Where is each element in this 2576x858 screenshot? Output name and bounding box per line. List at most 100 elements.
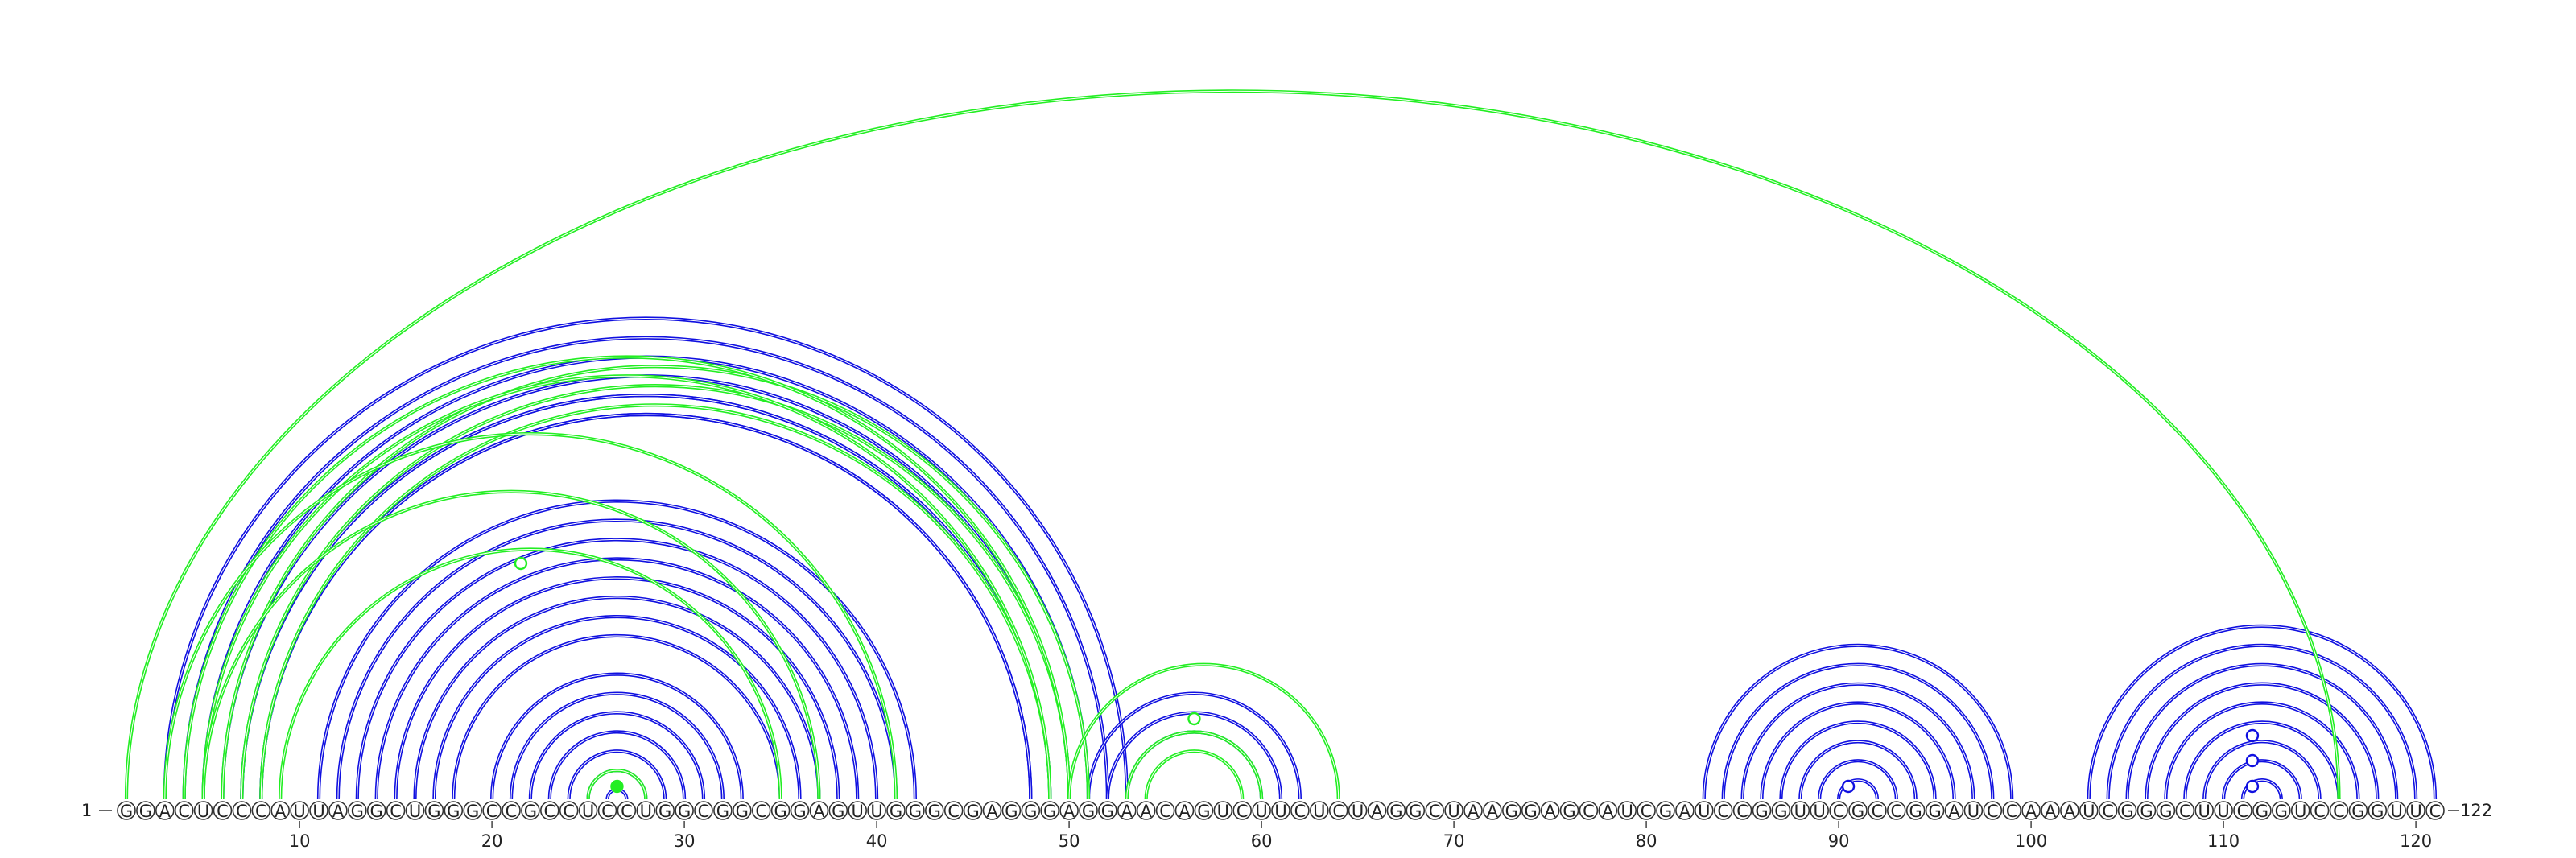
nucleotide-45: G	[963, 801, 983, 821]
nucleotide-113: G	[2272, 801, 2291, 821]
nucleotide-circle	[1213, 801, 1233, 820]
pair-arc-109-115	[2202, 740, 2322, 800]
nucleotide-81: G	[1656, 801, 1675, 821]
loop-marker-1	[1841, 779, 1856, 794]
nucleotide-4: C	[174, 801, 194, 821]
pair-arc-core	[1742, 683, 1974, 800]
nucleotide-15: C	[386, 801, 406, 821]
nucleotide-circle	[463, 801, 483, 820]
nucleotide-56: A	[1174, 801, 1195, 821]
nucleotide-circle	[963, 801, 983, 820]
nucleotide-97: U	[1963, 801, 1984, 821]
pair-arc-core	[337, 520, 897, 800]
pair-arc-1-116	[124, 89, 2341, 800]
pair-arc-core	[376, 558, 858, 800]
nucleotide-letter: C	[2006, 802, 2018, 821]
nucleotide-letter: U	[1255, 802, 1267, 821]
green-helix-12	[586, 769, 648, 800]
pair-arc-core	[588, 769, 646, 800]
nucleotide-letter: C	[2333, 802, 2345, 821]
pair-arc-core	[452, 635, 782, 800]
pair-arc-core	[2088, 625, 2436, 800]
nucleotide-letter: U	[870, 802, 882, 821]
tick-label-90: 90	[1828, 831, 1850, 851]
nucleotide-letter: A	[1141, 802, 1153, 821]
nucleotide-circle	[1194, 801, 1214, 820]
nucleotide-letter: C	[2102, 802, 2114, 821]
nucleotide-circle	[2041, 801, 2060, 820]
pair-arc-core	[1107, 712, 1282, 800]
nucleotide-61: U	[1271, 801, 1290, 821]
nucleotide-circle	[1117, 801, 1137, 820]
nucleotide-68: G	[1406, 801, 1426, 821]
nucleotide-42: G	[906, 801, 925, 821]
nucleotide-letter: G	[1505, 802, 1518, 821]
nucleotide-circle	[1752, 801, 1772, 820]
nucleotide-circle	[155, 801, 175, 820]
nucleotide-30: G	[675, 801, 694, 821]
nucleotide-111: C	[2233, 801, 2252, 821]
nucleotide-65: U	[1348, 801, 1368, 821]
pair-arc-core	[2146, 683, 2378, 800]
nucleotide-14: G	[366, 801, 386, 821]
nucleotide-circle	[1252, 801, 1271, 820]
nucleotide-letter: C	[178, 802, 190, 821]
pair-arc-core	[433, 616, 800, 800]
nucleotide-circle	[1790, 801, 1810, 820]
pair-arc-core	[2107, 645, 2417, 800]
nucleotide-circle	[2194, 801, 2214, 820]
nucleotide-circle	[1963, 801, 1984, 820]
loop-marker-3	[2245, 753, 2260, 768]
nucleotide-120: U	[2406, 801, 2425, 821]
nucleotide-letter: C	[486, 802, 498, 821]
loop-marker-2	[2245, 779, 2260, 794]
nucleotide-letter: C	[1987, 802, 1999, 821]
nucleotide-letter: U	[852, 802, 864, 821]
nucleotide-22: G	[521, 801, 540, 821]
nucleotide-letter: G	[909, 802, 922, 821]
nucleotide-circle	[1310, 801, 1329, 820]
nucleotide-circle	[1732, 801, 1752, 820]
nucleotide-circle	[1617, 801, 1637, 820]
loop-marker-5	[1187, 712, 1201, 726]
tick-label-110: 110	[2207, 831, 2240, 851]
nucleotide-letter: A	[1602, 802, 1614, 821]
nucleotide-letter: G	[2140, 802, 2153, 821]
nucleotide-letter: G	[427, 802, 440, 821]
pair-arc-4-52	[182, 336, 1109, 800]
nucleotide-circle	[1444, 801, 1463, 820]
pair-arc-core	[415, 596, 819, 800]
nucleotide-letter: A	[159, 802, 171, 821]
nucleotide-circle	[2021, 801, 2041, 820]
nucleotide-circle	[482, 801, 502, 820]
nucleotide-circle	[2175, 801, 2195, 820]
nucleotide-47: G	[1001, 801, 1022, 821]
nucleotide-circle	[1540, 801, 1560, 820]
pair-arc-core	[530, 712, 704, 800]
nucleotide-letter: C	[390, 802, 402, 821]
nucleotide-letter: U	[582, 802, 594, 821]
nucleotide-circle	[1483, 801, 1502, 820]
nucleotide-67: G	[1386, 801, 1406, 821]
nucleotide-letter: C	[2179, 802, 2191, 821]
pair-arc-88-94	[1798, 740, 1918, 800]
nucleotide-25: U	[578, 801, 598, 821]
nucleotide-46: A	[982, 801, 1002, 821]
nucleotide-circle	[1637, 801, 1656, 820]
nucleotide-letter: U	[1967, 802, 1979, 821]
nucleotide-circle	[1232, 801, 1252, 820]
nucleotide-letter: C	[1872, 802, 1884, 821]
nucleotide-51: G	[1079, 801, 1098, 821]
nucleotide-circle	[424, 801, 444, 820]
nucleotide-90: C	[1829, 801, 1848, 821]
nucleotide-letter: C	[1429, 802, 1441, 821]
nucleotide-12: A	[328, 801, 348, 821]
blue-helix-5	[1702, 643, 2014, 800]
nucleotide-letter: G	[1755, 802, 1768, 821]
nucleotide-letter: C	[1717, 802, 1729, 821]
nucleotide-24: C	[559, 801, 579, 821]
nucleotide-circle	[1502, 801, 1521, 820]
nucleotide-circle	[1848, 801, 1868, 820]
green-helix-7	[124, 89, 2341, 800]
nucleotide-80: C	[1637, 801, 1656, 821]
